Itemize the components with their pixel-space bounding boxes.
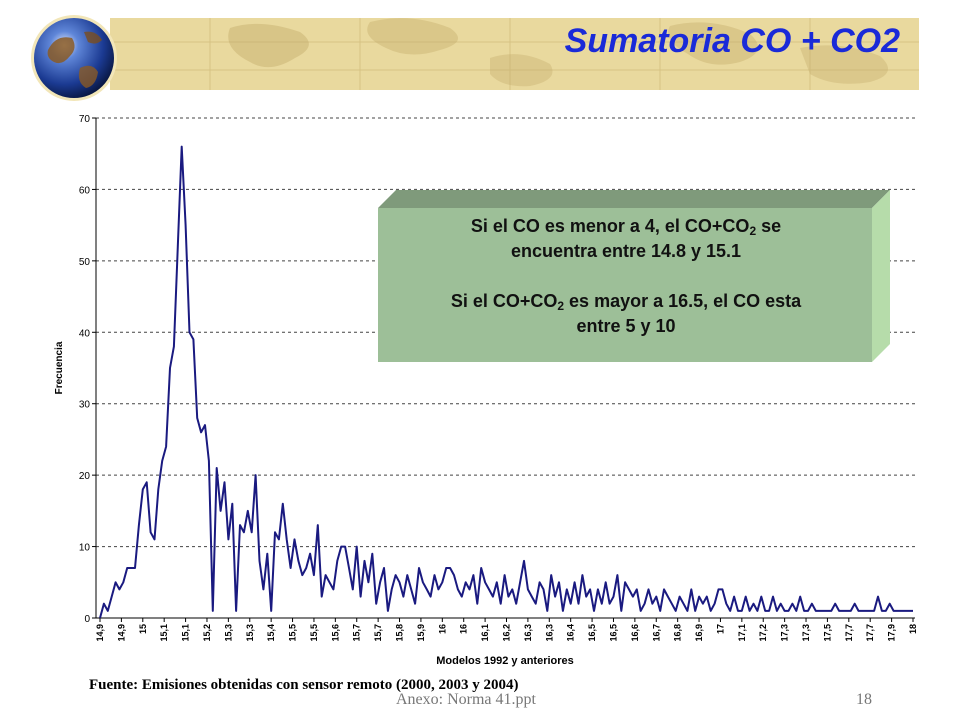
x-tick-label: 16,1 <box>480 624 490 642</box>
x-tick-label: 15,8 <box>395 624 405 642</box>
x-tick-label: 17,1 <box>737 624 747 642</box>
x-tick-label: 15,2 <box>202 624 212 642</box>
x-tick-label: 15,3 <box>223 624 233 642</box>
x-tick-labels: 14,9 14,9 15 15,1 15,1 15,2 15,3 15,3 15,4 15,5 15… <box>95 618 918 642</box>
x-tick-label: 16,6 <box>630 624 640 642</box>
x-tick-label: 15,1 <box>159 624 169 642</box>
source-note: Fuente: Emisiones obtenidas con sensor r… <box>89 677 519 693</box>
y-tick-labels: 0 10 20 30 40 50 60 70 <box>79 114 96 625</box>
annotation-box-shape <box>378 190 890 362</box>
y-tick-label: 0 <box>84 614 90 625</box>
x-tick-label: 16,8 <box>673 624 683 642</box>
y-tick-label: 60 <box>79 185 91 196</box>
x-tick-label: 17 <box>715 624 725 634</box>
annotation-line-2: encuentra entre 14.8 y 15.1 <box>510 241 742 261</box>
slide-title: Sumatoria CO + CO2 <box>564 22 900 60</box>
y-tick-label: 30 <box>79 400 91 411</box>
x-tick-label: 15,5 <box>309 624 319 642</box>
x-axis-label: Modelos 1992 y anteriores <box>436 655 574 667</box>
annotation-box: Si el CO es menor a 4, el CO+CO2 se encu… <box>378 190 890 362</box>
x-tick-label: 17,9 <box>887 624 897 642</box>
world-map-decoration <box>110 18 919 90</box>
x-tick-label: 17,7 <box>844 624 854 642</box>
x-tick-label: 17,3 <box>780 624 790 642</box>
annotation-line-1: Si el CO es menor a 4, el CO+CO2 se <box>470 216 782 238</box>
frequency-series-line <box>99 145 913 619</box>
y-tick-label: 10 <box>79 543 91 554</box>
x-tick-label: 15,6 <box>330 624 340 642</box>
y-tick-label: 40 <box>79 328 91 339</box>
x-tick-label: 15,5 <box>288 624 298 642</box>
x-tick-label: 15 <box>138 624 148 634</box>
x-tick-label: 14,9 <box>95 624 105 642</box>
x-tick-label: 16,3 <box>523 624 533 642</box>
x-tick-label: 15,4 <box>266 624 276 642</box>
x-tick-label: 16,5 <box>587 624 597 642</box>
annotation-text: Si el CO es menor a 4, el CO+CO2 se encu… <box>382 214 870 339</box>
x-tick-label: 16 <box>437 624 447 634</box>
x-tick-label: 14,9 <box>116 624 126 642</box>
x-tick-label: 17,2 <box>758 624 768 642</box>
x-tick-label: 16,3 <box>544 624 554 642</box>
x-tick-label: 16 <box>459 624 469 634</box>
x-tick-label: 15,7 <box>373 624 383 642</box>
globe-icon <box>31 15 117 101</box>
x-tick-label: 17,5 <box>822 624 832 642</box>
x-tick-label: 16,9 <box>694 624 704 642</box>
x-tick-label: 15,3 <box>245 624 255 642</box>
page-number: 18 <box>856 691 872 708</box>
y-tick-label: 70 <box>79 114 91 125</box>
x-tick-label: 15,7 <box>352 624 362 642</box>
title-banner <box>110 18 919 90</box>
y-tick-label: 50 <box>79 257 91 268</box>
annotation-line-4: entre 5 y 10 <box>576 316 676 336</box>
x-tick-label: 17,3 <box>801 624 811 642</box>
y-axis-label: Frecuencia <box>54 341 65 394</box>
x-tick-label: 16,4 <box>566 624 576 642</box>
x-tick-label: 15,1 <box>181 624 191 642</box>
x-tick-label: 16,5 <box>608 624 618 642</box>
x-tick-label: 15,9 <box>416 624 426 642</box>
annotation-line-3: Si el CO+CO2 es mayor a 16.5, el CO esta <box>450 291 802 313</box>
x-tick-label: 16,2 <box>502 624 512 642</box>
footer-filename: Anexo: Norma 41.ppt <box>396 691 536 708</box>
y-tick-label: 20 <box>79 471 91 482</box>
x-tick-label: 17,7 <box>865 624 875 642</box>
x-tick-label: 16,7 <box>651 624 661 642</box>
x-tick-label: 18 <box>908 624 918 634</box>
